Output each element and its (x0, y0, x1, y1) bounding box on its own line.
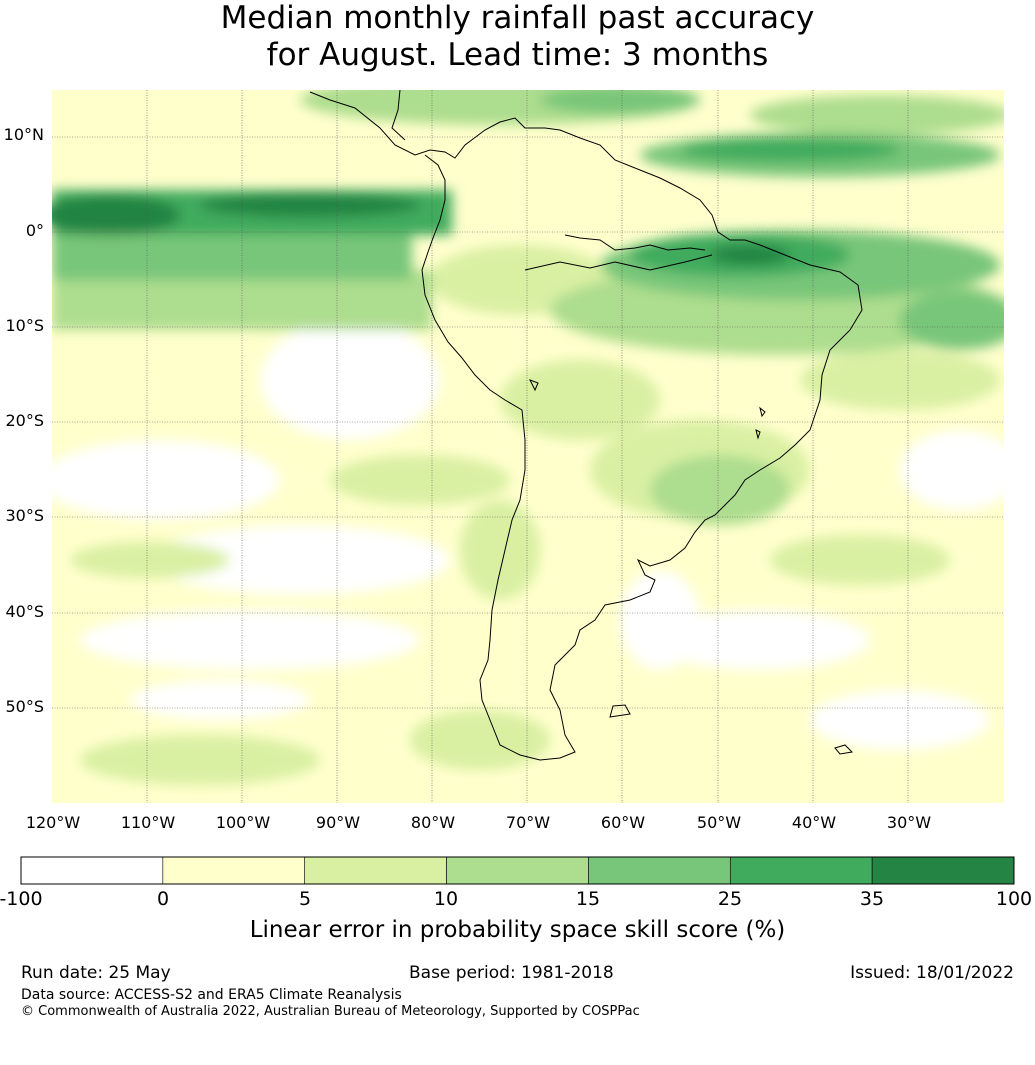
map-title-line1: Median monthly rainfall past accuracy (220, 0, 815, 36)
lon-label-40w: 40°W (791, 813, 837, 832)
colorbar-segment (588, 856, 731, 885)
colorbar-tick-label: 0 (156, 888, 170, 910)
colorbar-outline (20, 856, 1015, 885)
lat-label-20s: 20°S (5, 411, 44, 430)
colorbar-tick-label: 35 (859, 888, 885, 910)
lon-label-110w: 110°W (120, 813, 176, 832)
lon-label-70w: 70°W (505, 813, 551, 832)
colorbar-tick-label: -100 (0, 888, 43, 910)
coastline (309, 90, 863, 761)
skill-field (52, 90, 1004, 803)
copyright-notice: © Commonwealth of Australia 2022, Austra… (21, 1004, 640, 1019)
lon-label-80w: 80°W (410, 813, 456, 832)
colorbar-tick-label: 15 (575, 888, 601, 910)
map-title-line2: for August. Lead time: 3 months (266, 37, 769, 73)
lat-label-40s: 40°S (5, 602, 44, 621)
colorbar-segment (162, 856, 306, 885)
colorbar-label: Linear error in probability space skill … (249, 917, 786, 943)
run-date: Run date: 25 May (21, 963, 171, 983)
map-title: Median monthly rainfall past accuracy fo… (0, 0, 1035, 74)
lon-label-50w: 50°W (696, 813, 742, 832)
colorbar-segment (871, 856, 1015, 885)
colorbar-segment (729, 856, 873, 885)
colorbar-segment (446, 856, 589, 885)
graticule (52, 90, 1004, 803)
colorbar-segment (304, 856, 447, 885)
colorbar-segment (20, 856, 164, 885)
base-period: Base period: 1981-2018 (409, 963, 614, 983)
lat-label-10s: 10°S (5, 316, 44, 335)
colorbar-tick-label: 5 (298, 888, 312, 910)
colorbar-tick-label: 10 (433, 888, 459, 910)
data-source: Data source: ACCESS-S2 and ERA5 Climate … (21, 987, 402, 1003)
issued-date: Issued: 18/01/2022 (850, 963, 1014, 983)
lon-label-100w: 100°W (215, 813, 271, 832)
lon-label-30w: 30°W (886, 813, 932, 832)
lat-label-30s: 30°S (5, 506, 44, 525)
lat-label-10n: 10°N (3, 125, 44, 144)
lon-label-60w: 60°W (600, 813, 646, 832)
lon-label-90w: 90°W (315, 813, 361, 832)
lon-label-120w: 120°W (25, 813, 81, 832)
colorbar-tick-label: 25 (717, 888, 743, 910)
lat-label-50s: 50°S (5, 697, 44, 716)
colorbar-tick-label: 100 (995, 888, 1033, 910)
colorbar (20, 856, 1015, 885)
lat-label-0: 0° (25, 221, 44, 240)
